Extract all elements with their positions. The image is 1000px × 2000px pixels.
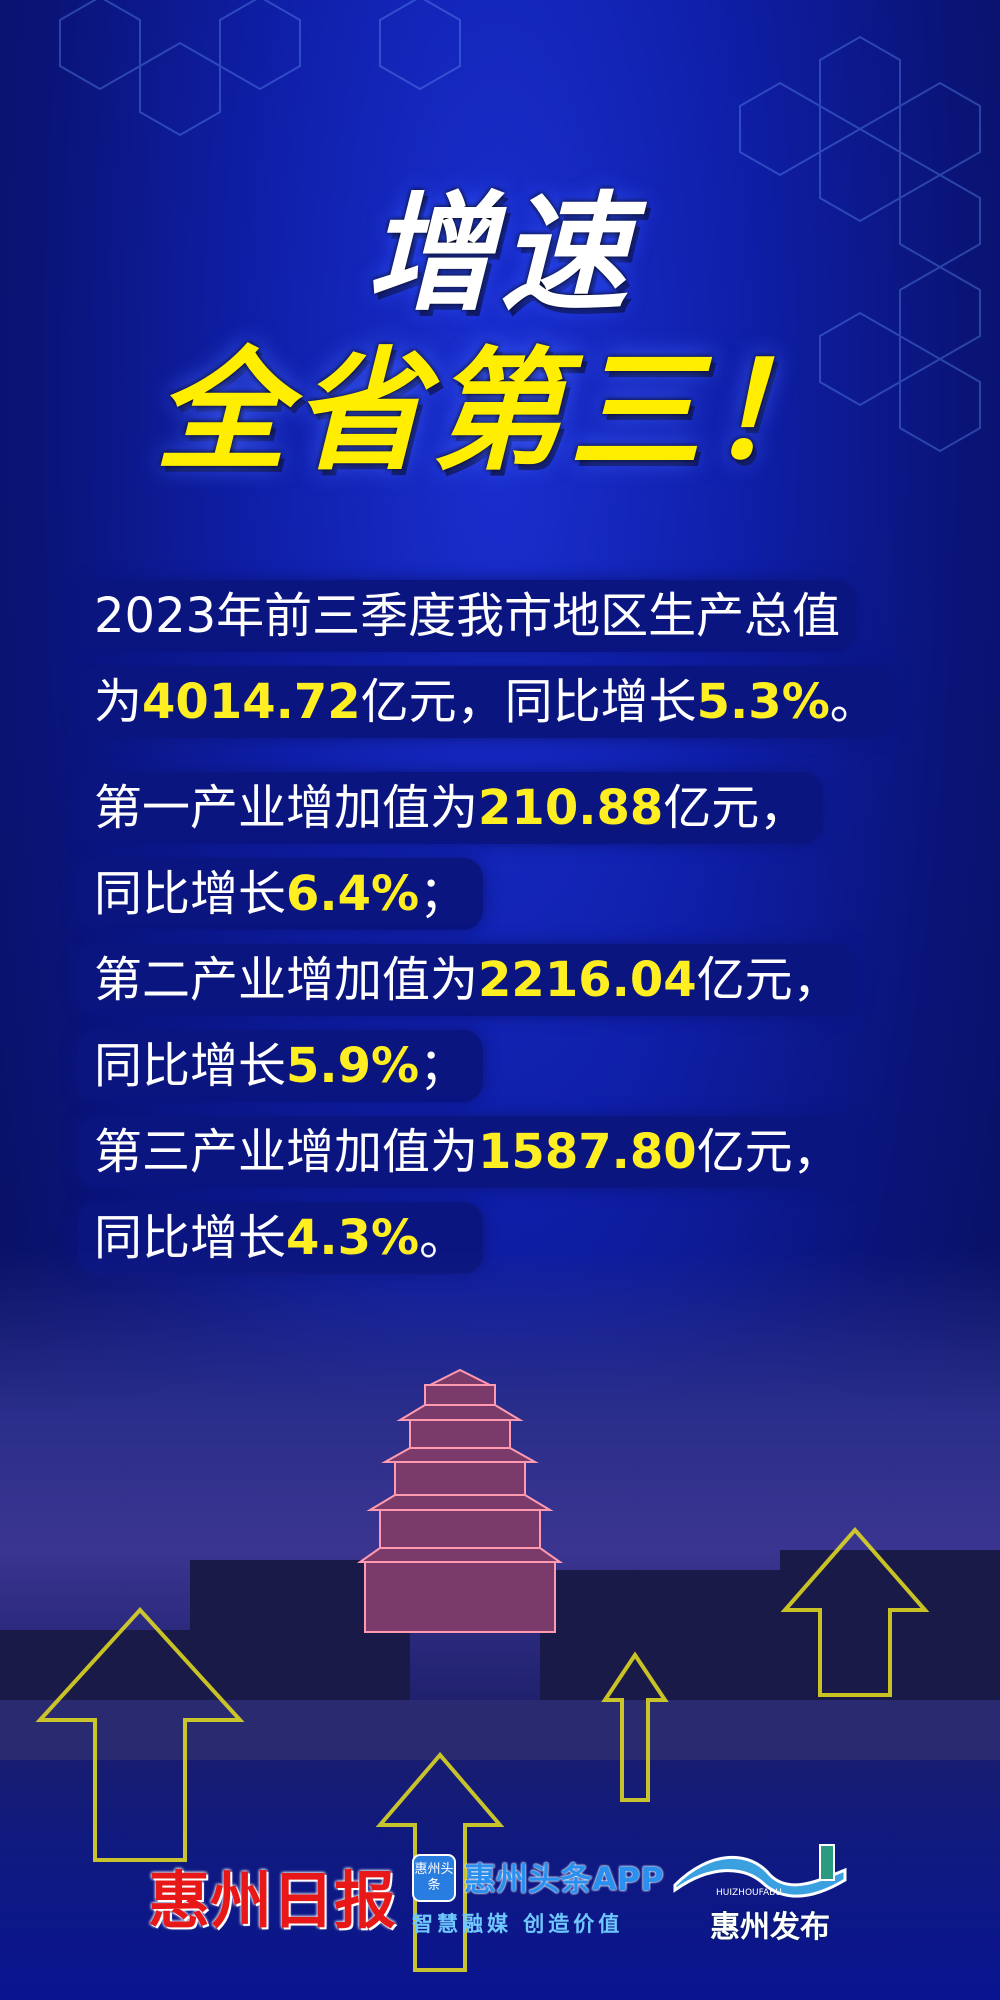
primary-growth-line: 同比增长6.4%； <box>78 858 484 930</box>
tertiary-value: 1587.80 <box>478 1124 697 1180</box>
huizhou-fabu-logo: HUIZHOUFABU 惠州发布 <box>670 1840 860 1950</box>
text: 第一产业增加值为 <box>94 780 479 836</box>
text: 亿元， <box>696 952 841 1008</box>
headline-line2: 全省第三！ <box>155 335 845 489</box>
primary-industry-line: 第一产业增加值为210.88亿元， <box>78 772 824 844</box>
secondary-value: 2216.04 <box>478 952 697 1008</box>
gdp-value: 4014.72 <box>142 674 361 730</box>
fabu-name: 惠州发布 <box>710 1910 830 1945</box>
toutiao-slogan: 智慧融媒 创造价值 <box>412 1912 624 1936</box>
text: 第三产业增加值为 <box>94 1124 479 1180</box>
text: 同比增长 <box>94 1038 287 1094</box>
secondary-growth: 5.9% <box>286 1038 420 1094</box>
logo-bar: 惠州日报 惠州头条 惠州头条APP 智慧融媒 创造价值 HUIZHOUFABU … <box>0 1840 1000 1950</box>
secondary-industry-line: 第二产业增加值为2216.04亿元， <box>78 944 857 1016</box>
hexagon-pattern <box>59 0 981 453</box>
secondary-growth-line: 同比增长5.9%； <box>78 1030 484 1102</box>
headline-line1: 增速 <box>365 180 634 329</box>
text: 第二产业增加值为 <box>94 952 479 1008</box>
primary-growth: 6.4% <box>286 866 420 922</box>
text: 同比增长 <box>94 866 287 922</box>
fabu-subtitle: HUIZHOUFABU <box>716 1888 782 1898</box>
gdp-line1: 2023年前三季度我市地区生产总值 <box>78 580 857 652</box>
text: ； <box>419 1038 468 1094</box>
tertiary-industry-line: 第三产业增加值为1587.80亿元， <box>78 1116 857 1188</box>
text: ； <box>419 866 468 922</box>
text: 为 <box>94 674 143 730</box>
text: 亿元， <box>663 780 808 836</box>
wave-pagoda-icon <box>673 1844 847 1898</box>
gdp-growth: 5.3% <box>696 674 830 730</box>
toutiao-app-name: 惠州头条APP <box>464 1860 664 1898</box>
text: 。 <box>829 674 878 730</box>
pagoda-skyline-illustration <box>0 1368 1000 1972</box>
primary-value: 210.88 <box>478 780 664 836</box>
toutiao-app-icon: 惠州头条 <box>412 1854 456 1902</box>
text: 亿元，同比增长 <box>360 674 697 730</box>
gdp-line2: 为4014.72亿元，同比增长5.3%。 <box>78 666 894 738</box>
text: 亿元， <box>696 1124 841 1180</box>
huizhou-daily-logo: 惠州日报 <box>148 1864 397 1937</box>
body-text: 2023年前三季度我市地区生产总值 为4014.72亿元，同比增长5.3%。 第… <box>78 580 958 1288</box>
